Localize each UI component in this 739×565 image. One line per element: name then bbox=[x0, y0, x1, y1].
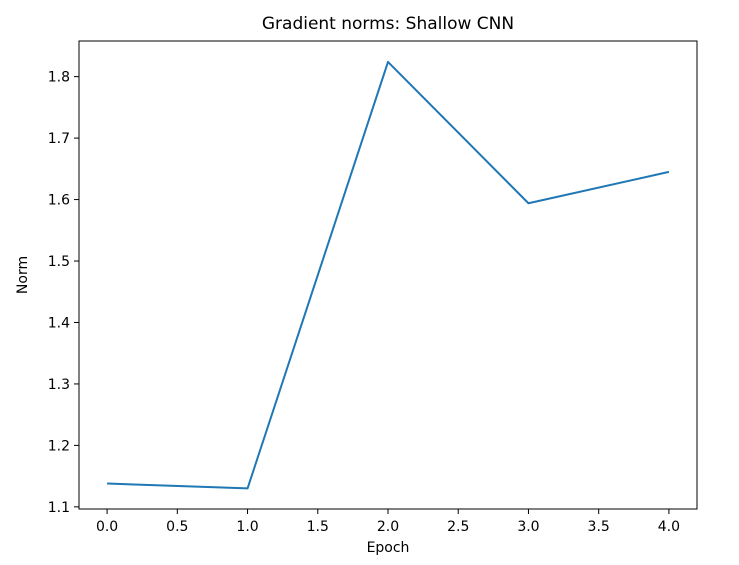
y-tick-label: 1.5 bbox=[48, 254, 70, 270]
x-tick-label: 1.5 bbox=[307, 519, 329, 535]
plot-area bbox=[79, 41, 697, 509]
x-tick-label: 0.5 bbox=[166, 519, 188, 535]
x-tick-label: 3.5 bbox=[588, 519, 610, 535]
x-tick-label: 0.0 bbox=[96, 519, 118, 535]
x-tick-label: 2.5 bbox=[447, 519, 469, 535]
x-tick-label: 3.0 bbox=[517, 519, 539, 535]
x-tick-label: 4.0 bbox=[658, 519, 680, 535]
y-tick-label: 1.6 bbox=[48, 193, 70, 209]
x-tick-label: 2.0 bbox=[377, 519, 399, 535]
chart-title: Gradient norms: Shallow CNN bbox=[262, 14, 514, 34]
y-tick-label: 1.3 bbox=[48, 377, 70, 393]
x-axis-ticks: 0.0 0.5 1.0 1.5 2.0 2.5 3.0 3.5 4.0 bbox=[96, 509, 680, 535]
y-tick-label: 1.7 bbox=[48, 131, 70, 147]
x-axis-label: Epoch bbox=[367, 540, 410, 556]
y-axis-label: Norm bbox=[15, 256, 31, 294]
series-line-0 bbox=[107, 60, 670, 490]
x-tick-label: 1.0 bbox=[236, 519, 258, 535]
y-tick-label: 1.2 bbox=[48, 438, 70, 454]
y-axis-ticks: 1.1 1.2 1.3 1.4 1.5 1.6 1.7 1.8 bbox=[48, 70, 79, 516]
y-tick-label: 1.8 bbox=[48, 70, 70, 86]
y-tick-label: 1.1 bbox=[48, 500, 70, 516]
series-layer bbox=[107, 60, 670, 490]
y-tick-label: 1.4 bbox=[48, 315, 70, 331]
